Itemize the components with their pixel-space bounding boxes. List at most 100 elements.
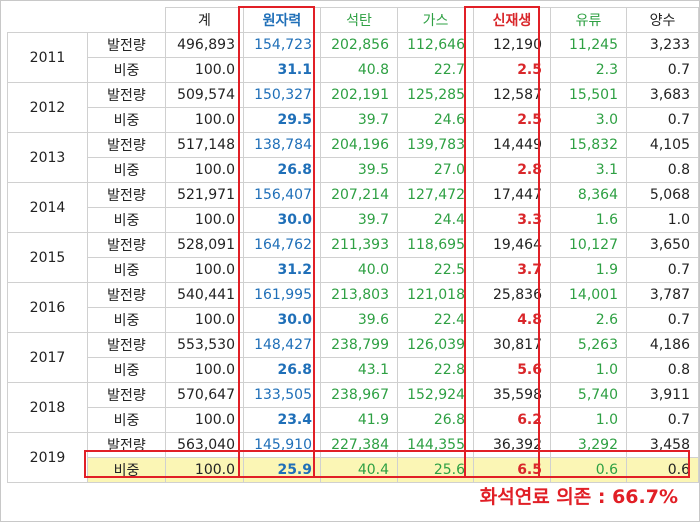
cell-ren: 25,836 [473,282,551,308]
cell-gas: 127,472 [397,182,474,208]
cell-ren: 30,817 [473,332,551,358]
metric-label: 발전량 [87,132,166,158]
cell-pumped: 0.6 [626,457,699,483]
cell-oil: 1.6 [550,207,627,233]
cell-gas: 25.6 [397,457,474,483]
table-row-2012-share: 비중 100.0 29.5 39.7 24.6 2.5 3.0 0.7 [8,107,699,133]
cell-coal: 40.4 [320,457,398,483]
metric-label: 발전량 [87,82,166,108]
cell-pumped: 3,233 [626,32,699,58]
cell-nuc: 26.8 [243,357,321,383]
cell-nuc: 156,407 [243,182,321,208]
table-row-2012-gen: 2012 발전량 509,574 150,327 202,191 125,285 12,58… [7,82,699,133]
metric-label: 발전량 [87,382,166,408]
cell-gas: 112,646 [397,32,474,58]
table-row-2013-gen: 2013 발전량 517,148 138,784 204,196 139,783 14,44… [7,132,699,183]
cell-gas: 139,783 [397,132,474,158]
cell-nuc: 31.1 [243,57,321,83]
metric-label: 비중 [87,257,166,283]
cell-gas: 152,924 [397,382,474,408]
cell-oil: 14,001 [550,282,627,308]
cell-oil: 3.0 [550,107,627,133]
cell-gas: 121,018 [397,282,474,308]
cell-total: 553,530 [165,332,244,358]
year-cell: 2018 [7,382,88,433]
cell-ren: 35,598 [473,382,551,408]
cell-oil: 15,501 [550,82,627,108]
cell-total: 563,040 [165,432,244,458]
cell-oil: 10,127 [550,232,627,258]
metric-label: 발전량 [87,232,166,258]
metric-label: 비중 [87,357,166,383]
table-row-2018-share: 비중 100.0 23.4 41.9 26.8 6.2 1.0 0.7 [8,407,699,433]
header-nuclear: 원자력 [243,7,321,33]
cell-oil: 3.1 [550,157,627,183]
cell-oil: 8,364 [550,182,627,208]
cell-pumped: 1.0 [626,207,699,233]
cell-nuc: 138,784 [243,132,321,158]
cell-coal: 40.0 [320,257,398,283]
cell-ren: 36,392 [473,432,551,458]
cell-total: 100.0 [165,207,244,233]
cell-nuc: 29.5 [243,107,321,133]
metric-label: 발전량 [87,182,166,208]
cell-ren: 5.6 [473,357,551,383]
cell-total: 100.0 [165,307,244,333]
cell-ren: 3.7 [473,257,551,283]
cell-coal: 43.1 [320,357,398,383]
cell-ren: 3.3 [473,207,551,233]
cell-coal: 211,393 [320,232,398,258]
cell-oil: 15,832 [550,132,627,158]
cell-oil: 2.6 [550,307,627,333]
cell-pumped: 0.7 [626,407,699,433]
cell-nuc: 133,505 [243,382,321,408]
year-cell: 2011 [7,32,88,83]
cell-coal: 213,803 [320,282,398,308]
cell-coal: 238,799 [320,332,398,358]
metric-label: 비중 [87,307,166,333]
cell-total: 100.0 [165,357,244,383]
cell-gas: 26.8 [397,407,474,433]
cell-ren: 2.5 [473,107,551,133]
table-row-2016-share: 비중 100.0 30.0 39.6 22.4 4.8 2.6 0.7 [8,307,699,333]
cell-total: 517,148 [165,132,244,158]
cell-nuc: 23.4 [243,407,321,433]
cell-coal: 41.9 [320,407,398,433]
table-row-2019-gen: 2019 발전량 563,040 145,910 227,384 144,355 36,39… [7,432,699,483]
metric-label: 비중 [87,207,166,233]
cell-coal: 39.7 [320,107,398,133]
metric-label: 비중 [87,407,166,433]
cell-total: 509,574 [165,82,244,108]
cell-nuc: 161,995 [243,282,321,308]
cell-oil: 1.0 [550,357,627,383]
table-row-2014-share: 비중 100.0 30.0 39.7 24.4 3.3 1.6 1.0 [8,207,699,233]
cell-pumped: 0.7 [626,257,699,283]
cell-coal: 40.8 [320,57,398,83]
cell-coal: 202,191 [320,82,398,108]
year-cell: 2019 [7,432,88,483]
generation-table: 계 원자력 석탄 가스 신재생 유류 양수 2011 발전량 496,893 154,… [7,7,699,483]
cell-ren: 12,190 [473,32,551,58]
cell-nuc: 30.0 [243,207,321,233]
table-row-2017-gen: 2017 발전량 553,530 148,427 238,799 126,039 30,81… [7,332,699,383]
cell-pumped: 3,650 [626,232,699,258]
header-blank [7,7,166,33]
metric-label: 발전량 [87,282,166,308]
metric-label: 발전량 [87,332,166,358]
metric-label: 비중 [87,107,166,133]
cell-total: 100.0 [165,107,244,133]
year-cell: 2015 [7,232,88,283]
metric-label: 비중 [87,57,166,83]
cell-nuc: 26.8 [243,157,321,183]
cell-ren: 6.5 [473,457,551,483]
cell-ren: 14,449 [473,132,551,158]
cell-ren: 19,464 [473,232,551,258]
cell-nuc: 154,723 [243,32,321,58]
cell-gas: 22.8 [397,357,474,383]
cell-pumped: 3,787 [626,282,699,308]
table-row-2016-gen: 2016 발전량 540,441 161,995 213,803 121,018 25,83… [7,282,699,333]
metric-label: 비중 [87,157,166,183]
cell-pumped: 4,186 [626,332,699,358]
table-row-2013-share: 비중 100.0 26.8 39.5 27.0 2.8 3.1 0.8 [8,157,699,183]
cell-coal: 39.5 [320,157,398,183]
